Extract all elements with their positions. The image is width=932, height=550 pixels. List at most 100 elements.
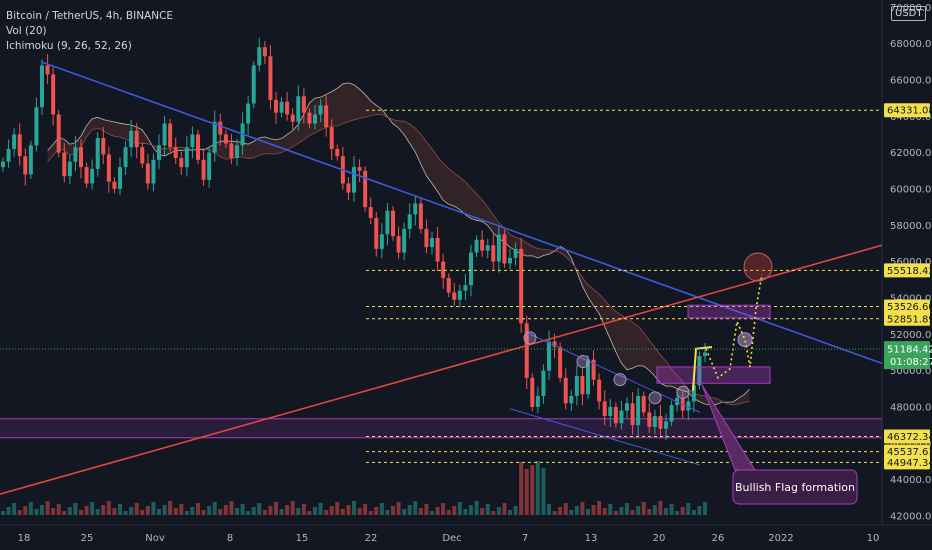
y-tick-label: 68000.00 bbox=[890, 39, 932, 50]
candle bbox=[318, 99, 323, 123]
candle-body bbox=[90, 168, 95, 184]
volume-bar bbox=[558, 507, 563, 515]
volume-bar bbox=[413, 501, 418, 515]
candle-body bbox=[257, 47, 262, 66]
candle bbox=[223, 129, 228, 149]
candle-body bbox=[368, 207, 373, 218]
volume-bar bbox=[602, 508, 607, 515]
candle-body bbox=[547, 341, 551, 371]
candle-body bbox=[591, 359, 596, 380]
candle bbox=[625, 397, 629, 419]
candle bbox=[51, 66, 56, 126]
x-tick-label: 7 bbox=[522, 533, 528, 544]
candle bbox=[134, 122, 139, 159]
candle bbox=[168, 118, 173, 152]
candle-body bbox=[279, 101, 284, 113]
volume-bar bbox=[580, 502, 585, 515]
x-tick-label: 18 bbox=[18, 533, 31, 544]
price-level-label-bg bbox=[884, 429, 930, 444]
candle bbox=[435, 226, 440, 272]
candle-body bbox=[201, 159, 206, 180]
volume-bar bbox=[502, 503, 507, 515]
volume-bar bbox=[697, 506, 702, 515]
candle-body bbox=[502, 234, 507, 264]
candle bbox=[636, 388, 641, 437]
volume-bar bbox=[496, 507, 501, 515]
candle bbox=[452, 283, 457, 306]
volume-bar bbox=[251, 507, 256, 515]
candle-body bbox=[251, 65, 256, 104]
candle-body bbox=[691, 385, 696, 402]
candle-body bbox=[664, 421, 668, 429]
candle bbox=[641, 391, 646, 417]
x-tick-label: 25 bbox=[81, 533, 94, 544]
volume-indicator-label[interactable]: Vol (20) bbox=[6, 25, 47, 37]
volume-bar bbox=[435, 507, 440, 515]
candle bbox=[173, 137, 178, 165]
volume-bar bbox=[352, 501, 356, 515]
ichimoku-indicator-label[interactable]: Ichimoku (9, 26, 52, 26) bbox=[6, 40, 132, 52]
volume-bar bbox=[508, 510, 512, 515]
candle-countdown: 01:08:27 bbox=[890, 357, 932, 368]
retest-circle bbox=[737, 332, 753, 348]
candle-body bbox=[301, 96, 306, 113]
candle-body bbox=[157, 145, 161, 160]
volume-bar bbox=[363, 504, 368, 515]
candle-body bbox=[145, 163, 150, 184]
volume-bar bbox=[530, 465, 535, 515]
symbol-title[interactable]: Bitcoin / TetherUS, 4h, BINANCE bbox=[6, 10, 174, 22]
candle bbox=[424, 219, 429, 254]
candle-body bbox=[391, 210, 395, 237]
volume-bar bbox=[703, 502, 707, 515]
candle-body bbox=[469, 252, 473, 286]
candle-body bbox=[379, 234, 384, 249]
candle-body bbox=[318, 105, 323, 115]
candle bbox=[207, 146, 212, 188]
flag-channel-top bbox=[529, 333, 701, 413]
volume-bar bbox=[513, 506, 518, 515]
volume-bar bbox=[652, 505, 657, 515]
candle-body bbox=[535, 396, 540, 407]
candle bbox=[106, 146, 111, 193]
currency-badge[interactable]: USDT bbox=[891, 6, 927, 21]
candle-body bbox=[346, 183, 351, 193]
touch-point-circle bbox=[613, 373, 627, 387]
candle bbox=[597, 373, 602, 410]
candle bbox=[608, 399, 613, 428]
candle bbox=[34, 97, 39, 152]
candle bbox=[212, 110, 217, 163]
candle bbox=[145, 154, 150, 190]
price-level-label-bg bbox=[884, 299, 930, 314]
volume-bar bbox=[151, 502, 156, 515]
candle-body bbox=[28, 145, 33, 175]
volume-bar bbox=[597, 501, 602, 515]
candle-body bbox=[491, 245, 496, 262]
price-level-label: 45537.61 bbox=[887, 447, 932, 458]
volume-bar bbox=[608, 504, 613, 515]
volume-bar bbox=[379, 503, 384, 515]
price-level-label-bg bbox=[884, 103, 930, 118]
volume-bar bbox=[207, 506, 212, 515]
touch-point-circle bbox=[676, 385, 690, 399]
y-tick-label: 44000.00 bbox=[890, 475, 932, 486]
candle-body bbox=[496, 234, 501, 262]
candle bbox=[23, 148, 28, 186]
volume-bar bbox=[329, 506, 334, 515]
price-level-label: 55518.42 bbox=[887, 266, 932, 277]
x-tick-label: 22 bbox=[365, 533, 378, 544]
candle bbox=[301, 88, 306, 124]
candle bbox=[630, 392, 635, 435]
target-circle bbox=[743, 252, 773, 282]
candle bbox=[296, 85, 301, 132]
candle-body bbox=[168, 123, 173, 148]
candle bbox=[357, 159, 362, 182]
volume-bar bbox=[301, 504, 306, 515]
price-level-label: 53526.60 bbox=[887, 302, 932, 313]
candle-body bbox=[424, 228, 429, 248]
volume-bar bbox=[79, 510, 83, 515]
candle-body bbox=[23, 156, 28, 175]
y-tick-label: 60000.00 bbox=[890, 184, 932, 195]
candle bbox=[28, 140, 33, 179]
candle-body bbox=[1, 161, 5, 168]
